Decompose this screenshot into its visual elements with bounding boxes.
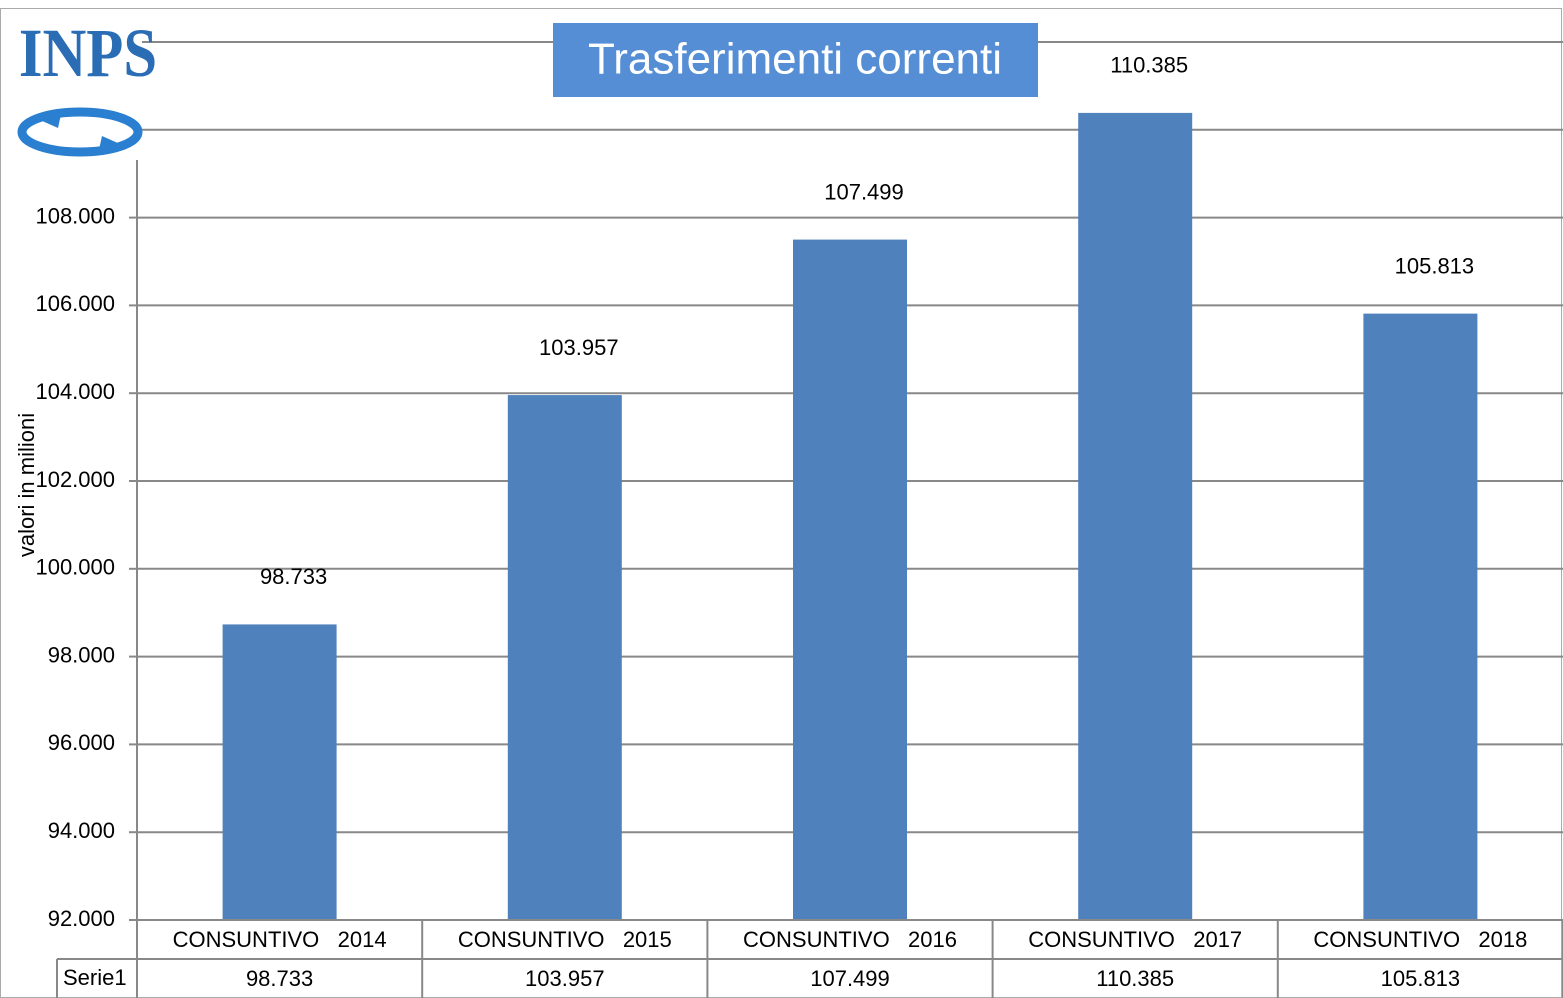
table-value: 103.957	[525, 966, 605, 991]
data-label: 105.813	[1395, 253, 1475, 278]
logo-text: INPS	[19, 15, 157, 92]
y-tick-label: 100.000	[35, 555, 115, 580]
legend-entry: Serie1	[63, 965, 127, 990]
table-value: 105.813	[1381, 966, 1461, 991]
y-tick-label: 108.000	[35, 203, 115, 228]
x-tick-label: CONSUNTIVO 2017	[1028, 927, 1242, 952]
y-tick-label: 96.000	[48, 730, 115, 755]
y-tick-label: 106.000	[35, 291, 115, 316]
data-label: 98.733	[260, 564, 327, 589]
logo-bg	[18, 18, 142, 160]
x-tick-label: CONSUNTIVO 2018	[1313, 927, 1527, 952]
data-label: 107.499	[824, 179, 904, 204]
y-tick-label: 92.000	[48, 906, 115, 931]
y-tick-label: 104.000	[35, 379, 115, 404]
logo: INPS	[17, 15, 157, 160]
x-tick-label: CONSUNTIVO 2014	[173, 927, 387, 952]
data-label: 103.957	[539, 335, 619, 360]
logo-swirl	[17, 107, 143, 157]
data-label: 110.385	[1110, 53, 1188, 78]
title-box	[553, 23, 1038, 97]
bar	[793, 239, 907, 921]
chart-title: Trasferimenti correnti	[588, 35, 1002, 84]
y-tick-label: 98.000	[48, 642, 115, 667]
bar	[1078, 112, 1193, 920]
bar	[507, 395, 622, 920]
table-value: 110.385	[1096, 966, 1174, 991]
table-value: 107.499	[810, 966, 890, 991]
bar	[222, 624, 337, 920]
y-tick-label: 102.000	[35, 467, 115, 492]
y-axis-label: valori in milioni	[14, 413, 39, 557]
y-tick-label: 94.000	[48, 818, 115, 843]
x-tick-label: CONSUNTIVO 2016	[743, 927, 957, 952]
bar	[1363, 313, 1478, 920]
table-value: 98.733	[246, 966, 313, 991]
x-tick-label: CONSUNTIVO 2015	[458, 927, 672, 952]
